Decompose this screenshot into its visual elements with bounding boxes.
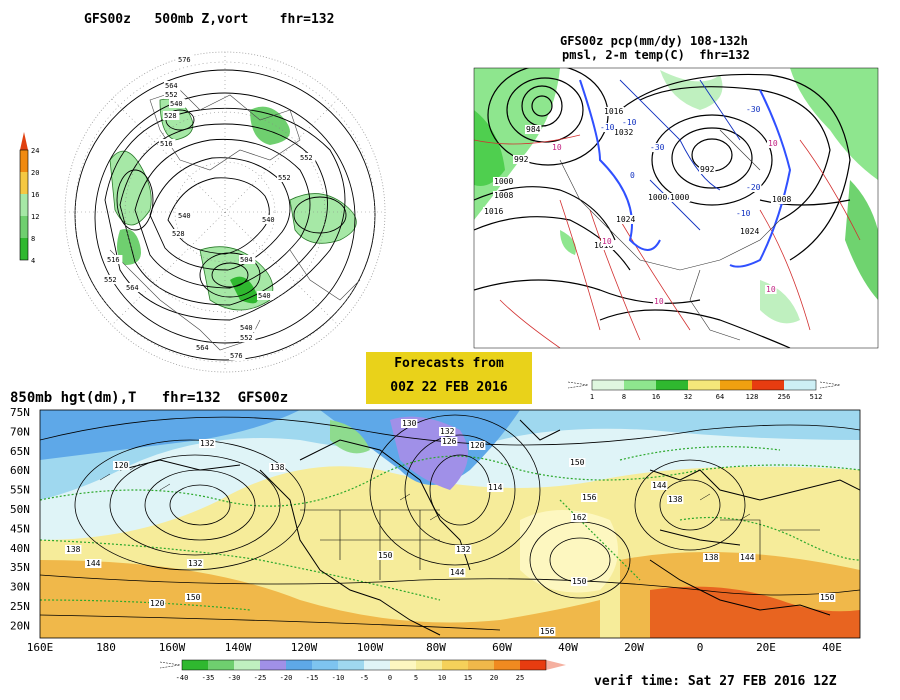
contour-label: 552 bbox=[165, 91, 178, 99]
panel-pcp-title-line2: pmsl, 2-m temp(C) fhr=132 bbox=[562, 48, 750, 62]
contour-label: 504 bbox=[240, 256, 253, 264]
contour-label: 528 bbox=[164, 112, 177, 120]
contour-label: 540 bbox=[170, 100, 183, 108]
forecast-box: Forecasts from 00Z 22 FEB 2016 bbox=[366, 352, 532, 404]
contour-label: 540 bbox=[262, 216, 275, 224]
colorbar-tick-label: 20 bbox=[31, 169, 39, 177]
contour-label: 576 bbox=[230, 352, 243, 360]
contour-label: 516 bbox=[107, 256, 120, 264]
contour-label: 540 bbox=[240, 324, 253, 332]
panel-500mb-title: GFS00z 500mb Z,vort fhr=132 bbox=[84, 12, 335, 27]
contour-label: 564 bbox=[126, 284, 139, 292]
contour-label: 576 bbox=[178, 56, 191, 64]
colorbar-tick-label: 4 bbox=[31, 257, 35, 265]
forecast-box-line1: Forecasts from bbox=[394, 356, 504, 371]
contour-label: 540 bbox=[178, 212, 191, 220]
contour-label: 552 bbox=[104, 276, 117, 284]
contour-label: 528 bbox=[172, 230, 185, 238]
contour-label: 552 bbox=[240, 334, 253, 342]
forecast-box-line2: 00Z 22 FEB 2016 bbox=[390, 380, 508, 395]
panel-500mb-colorbar bbox=[19, 132, 29, 261]
contour-label: 564 bbox=[196, 344, 209, 352]
panel-pcp-title-line1: GFS00z pcp(mm/dy) 108-132h bbox=[560, 34, 748, 48]
panel-850mb-title: 850mb hgt(dm),T fhr=132 GFS00z bbox=[10, 390, 289, 406]
panel-500mb-contour-labels: 5765645525405285165525405525405045285405… bbox=[103, 55, 316, 360]
contour-label: 516 bbox=[160, 140, 173, 148]
colorbar-tick-label: 12 bbox=[31, 213, 39, 221]
colorbar-tick-label: 16 bbox=[31, 191, 39, 199]
verif-time: verif time: Sat 27 FEB 2016 12Z bbox=[594, 674, 837, 689]
contour-label: 552 bbox=[278, 174, 291, 182]
contour-label: 564 bbox=[165, 82, 178, 90]
colorbar-tick-label: 24 bbox=[31, 147, 39, 155]
contour-label: 540 bbox=[258, 292, 271, 300]
contour-label: 552 bbox=[300, 154, 313, 162]
colorbar-tick-label: 8 bbox=[31, 235, 35, 243]
panel-500mb-colorbar-ticks: 4 8 12 16 20 24 bbox=[31, 147, 39, 265]
